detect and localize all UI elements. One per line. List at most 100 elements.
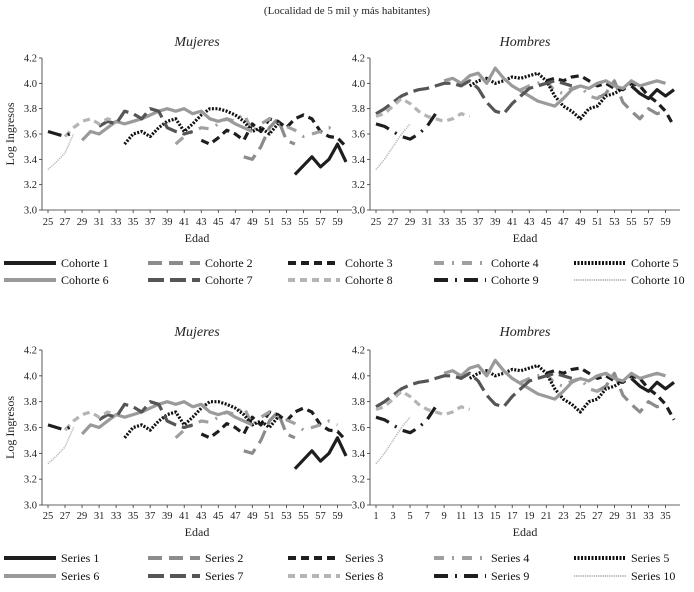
x-tick-label: 31 (422, 217, 433, 228)
series-line-5 (468, 363, 624, 414)
series-line-10 (375, 416, 411, 465)
legend-label: Cohorte 2 (205, 256, 253, 270)
x-tick-label: 33 (111, 217, 122, 228)
series-line-7 (98, 400, 194, 430)
x-tick-label: 55 (626, 217, 637, 228)
y-tick-label: 3.6 (352, 423, 365, 434)
x-tick-label: 27 (60, 217, 71, 228)
panel-title: Mujeres (173, 35, 220, 50)
x-tick-label: 51 (264, 511, 275, 522)
y-tick-label: 3.0 (352, 206, 365, 217)
legend-label: Cohorte 10 (631, 273, 685, 287)
x-axis-label: Edad (513, 231, 538, 245)
y-tick-label: 4.0 (352, 371, 365, 382)
y-tick-label: 3.6 (24, 130, 37, 141)
x-tick-label: 45 (213, 217, 224, 228)
x-tick-label: 57 (315, 217, 326, 228)
series-line-6 (443, 358, 666, 401)
panel-title: Hombres (499, 35, 551, 50)
legend-label: Cohorte 3 (345, 256, 393, 270)
x-tick-label: 59 (332, 511, 343, 522)
legend-label: Cohorte 8 (345, 273, 393, 287)
series-line-3 (545, 74, 676, 128)
x-tick-label: 31 (626, 511, 637, 522)
x-tick-label: 19 (524, 511, 535, 522)
x-tick-label: 25 (43, 217, 54, 228)
series-line-4 (520, 79, 607, 101)
x-axis-label: Edad (185, 231, 210, 245)
x-tick-label: 53 (281, 511, 292, 522)
series-line-8 (375, 389, 471, 417)
plots-layer: Mujeres 3.0 3.2 3.4 3.6 3.8 4.0 4.2 25 27 29 31 33 35… (3, 35, 680, 539)
x-tick-label: 31 (94, 511, 105, 522)
legend-label: Series 9 (491, 569, 529, 583)
y-axis-label: Log Ingresos (3, 102, 17, 165)
x-tick-label: 43 (524, 217, 535, 228)
x-tick-label: 51 (264, 217, 275, 228)
x-tick-label: 47 (230, 217, 241, 228)
legend-label: Series 6 (61, 569, 99, 583)
x-tick-label: 39 (490, 217, 501, 228)
y-tick-label: 4.0 (24, 79, 37, 90)
legend-label: Cohorte 4 (491, 256, 539, 270)
legend-label: Cohorte 7 (205, 273, 253, 287)
series-line-7 (375, 79, 573, 116)
x-tick-label: 43 (196, 511, 207, 522)
legend-label: Series 5 (631, 551, 669, 565)
x-tick-label: 41 (179, 511, 190, 522)
y-tick-label: 3.4 (24, 449, 38, 460)
x-tick-label: 1 (373, 511, 378, 522)
x-axis-label: Edad (513, 525, 538, 539)
x-tick-label: 57 (315, 511, 326, 522)
y-axis-label: Log Ingresos (3, 396, 17, 459)
x-tick-label: 23 (558, 511, 569, 522)
x-tick-label: 29 (405, 217, 416, 228)
x-tick-label: 13 (473, 511, 484, 522)
series-line-9 (47, 129, 75, 139)
y-tick-label: 3.2 (24, 180, 37, 191)
x-tick-label: 25 (575, 511, 586, 522)
x-tick-label: 39 (162, 511, 173, 522)
y-tick-label: 3.4 (352, 155, 366, 166)
x-tick-label: 35 (128, 511, 139, 522)
y-tick-label: 3.6 (352, 130, 365, 141)
chart-panel-3: Mujeres 3.0 3.2 3.4 3.6 3.8 4.0 4.2 25 27 29 31 33 35… (3, 325, 352, 539)
x-tick-label: 21 (541, 511, 552, 522)
y-tick-label: 3.8 (352, 397, 365, 408)
y-tick-label: 4.2 (24, 54, 37, 65)
series-line-4 (174, 405, 339, 439)
x-tick-label: 43 (196, 217, 207, 228)
y-tick-label: 3.0 (24, 501, 37, 512)
series-line-9 (47, 423, 75, 432)
x-tick-label: 41 (507, 217, 518, 228)
series-line-6 (80, 400, 253, 436)
y-tick-label: 3.2 (352, 180, 365, 191)
y-tick-label: 4.2 (24, 346, 37, 357)
series-line-2 (243, 117, 296, 161)
series-line-7 (98, 107, 194, 136)
legend-1: Cohorte 1 Cohorte 2 Cohorte 3 Cohorte 4 Coho… (4, 256, 685, 287)
series-line-1 (293, 142, 348, 176)
panel-title: Mujeres (173, 325, 220, 340)
series-line-3 (200, 406, 348, 442)
x-tick-label: 35 (128, 217, 139, 228)
y-tick-label: 3.0 (352, 501, 365, 512)
x-tick-label: 39 (162, 217, 173, 228)
x-tick-label: 29 (77, 217, 88, 228)
x-tick-label: 59 (332, 217, 343, 228)
x-tick-label: 35 (456, 217, 467, 228)
y-tick-label: 4.0 (24, 371, 37, 382)
x-tick-label: 27 (592, 511, 603, 522)
x-tick-label: 55 (298, 511, 309, 522)
legend-label: Series 1 (61, 551, 99, 565)
y-tick-label: 3.2 (352, 475, 365, 486)
x-tick-label: 47 (558, 217, 569, 228)
series-line-10 (375, 123, 411, 171)
x-tick-label: 7 (424, 511, 429, 522)
legend-label: Series 7 (205, 569, 243, 583)
x-tick-label: 25 (371, 217, 382, 228)
x-tick-label: 27 (60, 511, 71, 522)
x-tick-label: 47 (230, 511, 241, 522)
series-line-6 (80, 107, 253, 142)
